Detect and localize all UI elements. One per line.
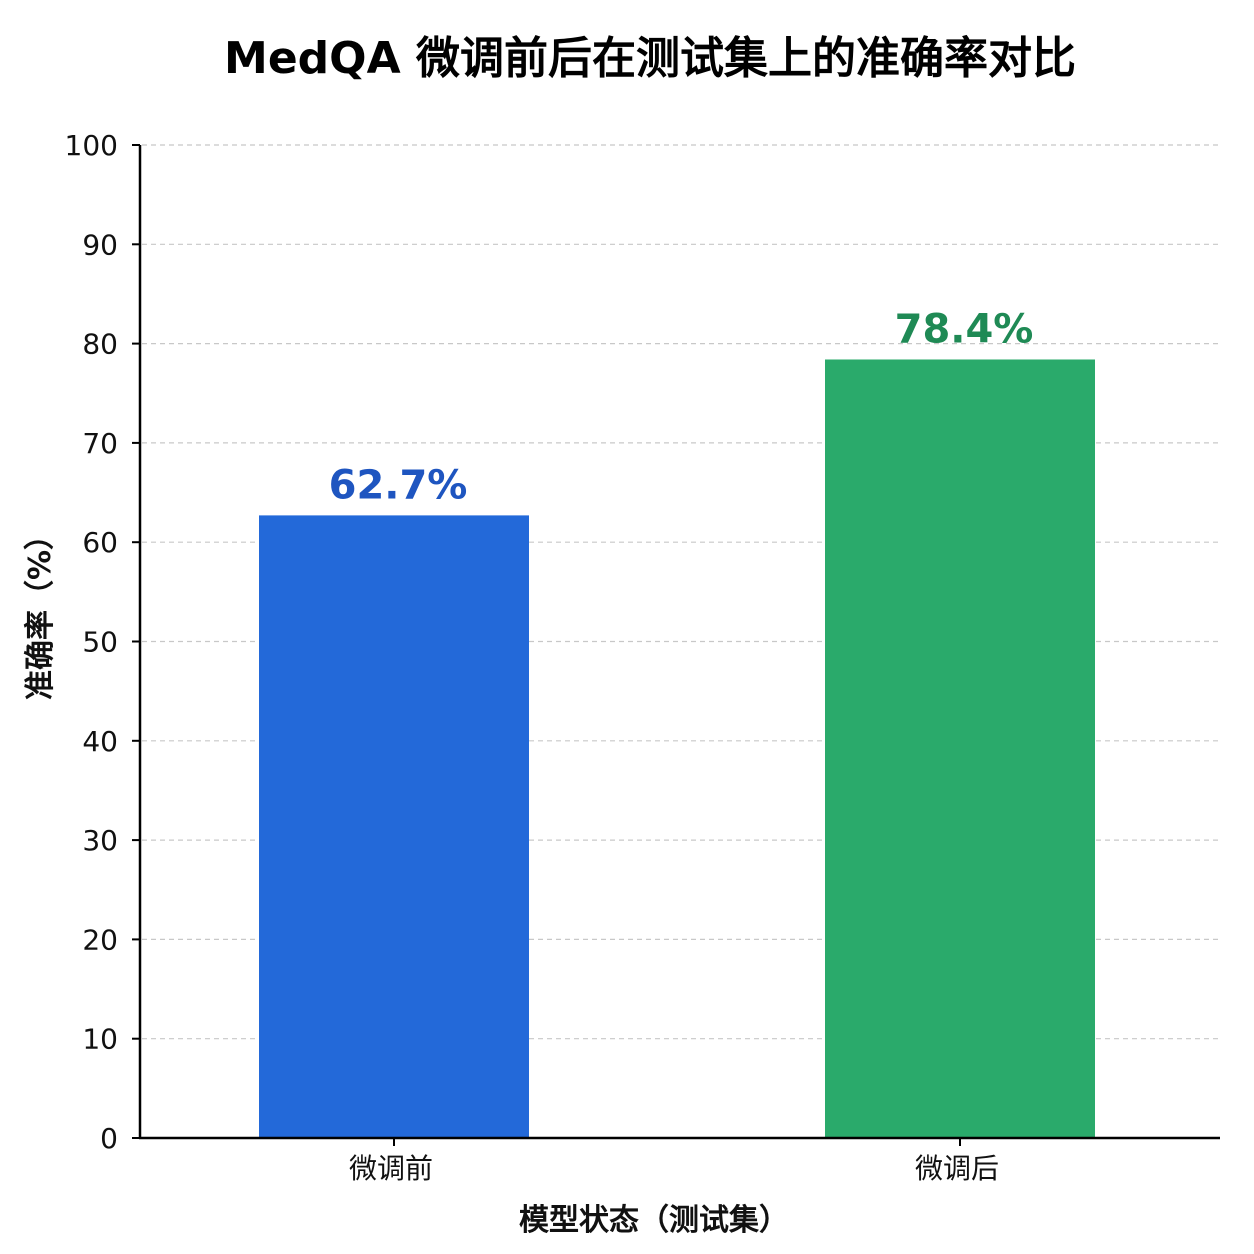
bar — [259, 515, 529, 1138]
y-tick-label: 30 — [82, 824, 118, 857]
x-tick-label: 微调前 — [349, 1152, 433, 1185]
y-tick-label: 70 — [82, 427, 118, 460]
bar — [825, 359, 1095, 1138]
y-tick-label: 90 — [82, 228, 118, 261]
y-tick-label: 40 — [82, 725, 118, 758]
y-tick-label: 0 — [100, 1122, 118, 1155]
chart-title: MedQA 微调前后在测试集上的准确率对比 — [224, 33, 1076, 84]
bar-value-label: 78.4% — [895, 306, 1034, 352]
y-tick-label: 60 — [82, 526, 118, 559]
y-tick-label: 50 — [82, 626, 118, 659]
bar-value-label: 62.7% — [329, 462, 468, 508]
y-tick-label: 80 — [82, 328, 118, 361]
x-axis-label: 模型状态（测试集） — [519, 1203, 789, 1238]
x-tick-label: 微调后 — [915, 1152, 999, 1185]
y-ticks: 0 10 20 30 40 50 60 70 80 90 100 — [65, 129, 140, 1155]
y-tick-label: 10 — [82, 1023, 118, 1056]
value-labels: 62.7% 78.4% — [329, 306, 1034, 508]
y-tick-label: 20 — [82, 923, 118, 956]
y-axis-label: 准确率（%） — [23, 520, 58, 700]
y-tick-label: 100 — [65, 129, 118, 162]
bars — [259, 359, 1095, 1138]
x-ticks: 微调前 微调后 — [349, 1138, 999, 1185]
